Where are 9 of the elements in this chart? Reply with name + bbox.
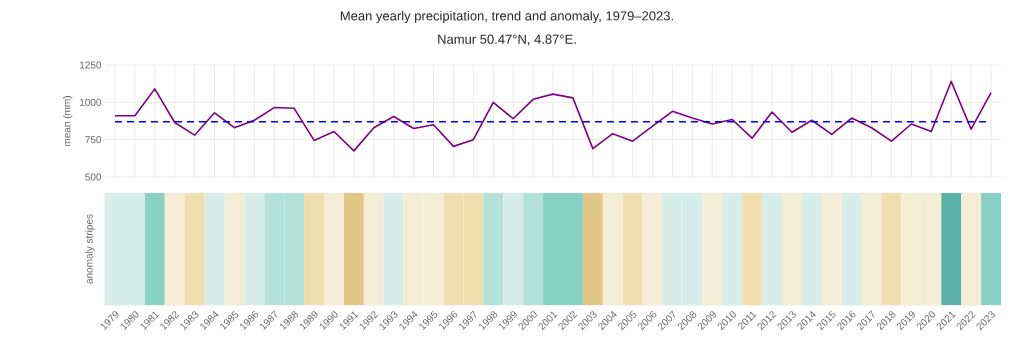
chart-subtitle: Namur 50.47°N, 4.87°E.: [438, 34, 576, 46]
line-series: [114, 80, 992, 152]
y-tick-label: 1250: [80, 61, 102, 69]
chart-title: Mean yearly precipitation, trend and anomaly, 1979–2023.: [340, 10, 673, 24]
y-axis-title: mean (mm): [63, 96, 73, 146]
y-tick-label: 500: [85, 173, 102, 181]
y-tick-label: 1000: [80, 98, 102, 106]
y-axis-title: anomaly stripes: [85, 214, 95, 284]
y-tick-label: 750: [85, 136, 102, 144]
